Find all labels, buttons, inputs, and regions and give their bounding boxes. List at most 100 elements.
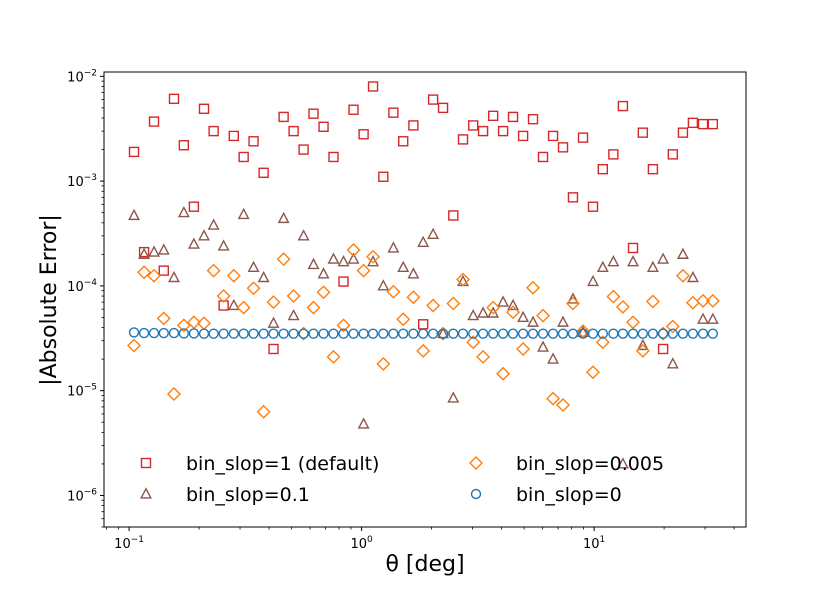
data-point-square — [697, 118, 709, 130]
data-point-triangle — [527, 315, 539, 327]
legend: bin_slop=1 (default) bin_slop=0.1 bin_slop… — [140, 453, 664, 506]
x-axis-title: θ [deg] — [385, 552, 464, 577]
data-point-triangle — [587, 274, 599, 287]
data-point-diamond — [536, 308, 551, 323]
data-point-circle — [238, 328, 249, 339]
data-point-circle — [517, 328, 529, 339]
data-point-square — [348, 104, 359, 115]
data-point-diamond — [606, 289, 621, 304]
data-point-triangle — [397, 260, 410, 273]
data-point-square — [328, 151, 339, 163]
data-point-circle — [388, 328, 399, 339]
data-point-square — [158, 265, 169, 276]
legend-item: bin_slop=0.1 — [140, 484, 310, 506]
legend-label: bin_slop=0.005 — [516, 453, 664, 475]
series-square — [128, 81, 719, 355]
data-point-circle — [457, 328, 469, 339]
data-point-triangle — [347, 252, 360, 264]
data-point-circle — [278, 328, 289, 339]
data-point-diamond — [486, 300, 501, 315]
data-point-diamond — [626, 315, 641, 330]
data-point-diamond — [316, 285, 331, 300]
data-point-square — [288, 125, 299, 137]
data-point-triangle — [287, 308, 300, 321]
data-point-triangle — [547, 352, 560, 364]
data-point-square — [557, 142, 569, 153]
data-point-triangle — [487, 306, 500, 318]
data-point-diamond — [516, 341, 531, 356]
data-point-diamond — [456, 272, 471, 287]
data-point-triangle — [497, 295, 510, 307]
data-point-diamond — [216, 289, 231, 304]
data-point-square — [437, 102, 449, 114]
legend-item: bin_slop=0.005 — [469, 453, 664, 475]
data-point-circle — [168, 327, 180, 339]
data-point-triangle — [277, 211, 290, 224]
data-point-circle — [687, 328, 699, 339]
data-point-diamond — [276, 252, 291, 267]
data-point-triangle — [257, 270, 270, 283]
data-point-square — [497, 125, 509, 137]
data-point-triangle — [706, 312, 719, 324]
data-point-diamond — [256, 404, 271, 419]
data-point-square — [477, 125, 489, 137]
data-point-diamond — [665, 319, 680, 334]
data-point-triangle — [128, 208, 140, 221]
data-point-circle — [398, 328, 409, 339]
data-point-square — [278, 111, 289, 123]
data-point-triangle — [596, 260, 609, 273]
data-point-diamond — [137, 265, 152, 280]
data-point-square — [367, 81, 379, 92]
data-point-circle — [487, 328, 499, 339]
data-point-circle — [198, 328, 210, 339]
data-point-triangle — [377, 279, 390, 291]
data-point-triangle — [297, 229, 310, 241]
tick-label: 10−2 — [67, 68, 97, 85]
data-point-circle — [268, 328, 279, 339]
data-point-diamond — [366, 249, 381, 264]
data-point-diamond — [506, 305, 521, 320]
data-point-diamond — [685, 295, 700, 310]
data-point-square — [547, 130, 559, 142]
data-point-diamond — [167, 386, 181, 401]
legend-label: bin_slop=0.1 — [186, 484, 310, 506]
data-point-square — [677, 127, 689, 138]
data-point-circle — [218, 328, 229, 339]
data-point-diamond — [675, 268, 690, 283]
tick-label: 10−5 — [67, 383, 97, 400]
data-point-triangle — [357, 417, 370, 429]
data-point-square — [427, 94, 439, 105]
data-point-circle — [617, 328, 629, 339]
data-point-diamond — [406, 290, 421, 305]
data-point-diamond — [176, 318, 191, 333]
data-point-triangle — [417, 235, 430, 248]
axes-frame — [103, 71, 747, 528]
data-point-square — [608, 149, 619, 160]
data-point-square — [417, 319, 429, 330]
data-point-circle — [497, 328, 509, 339]
data-point-triangle — [447, 391, 460, 403]
data-point-diamond — [156, 311, 171, 326]
data-point-square — [238, 151, 249, 163]
data-point-diamond — [426, 298, 441, 313]
data-point-triangle — [367, 255, 380, 267]
data-point-diamond — [615, 299, 630, 314]
data-point-triangle — [327, 252, 340, 264]
data-point-diamond — [595, 335, 610, 350]
data-point-square — [707, 118, 719, 130]
data-point-triangle — [407, 267, 420, 279]
legend-item: bin_slop=0 — [470, 484, 622, 506]
data-point-circle — [248, 328, 259, 339]
data-point-diamond — [286, 289, 301, 304]
data-point-circle — [328, 328, 339, 339]
data-point-square — [457, 134, 469, 145]
data-point-diamond — [206, 263, 221, 278]
data-point-square — [687, 117, 699, 129]
data-point-circle — [707, 328, 719, 339]
data-point-triangle — [168, 270, 180, 283]
data-point-triangle — [148, 245, 160, 257]
data-point-diamond — [556, 398, 571, 412]
data-point-circle — [128, 327, 140, 338]
data-point-circle — [188, 328, 200, 339]
